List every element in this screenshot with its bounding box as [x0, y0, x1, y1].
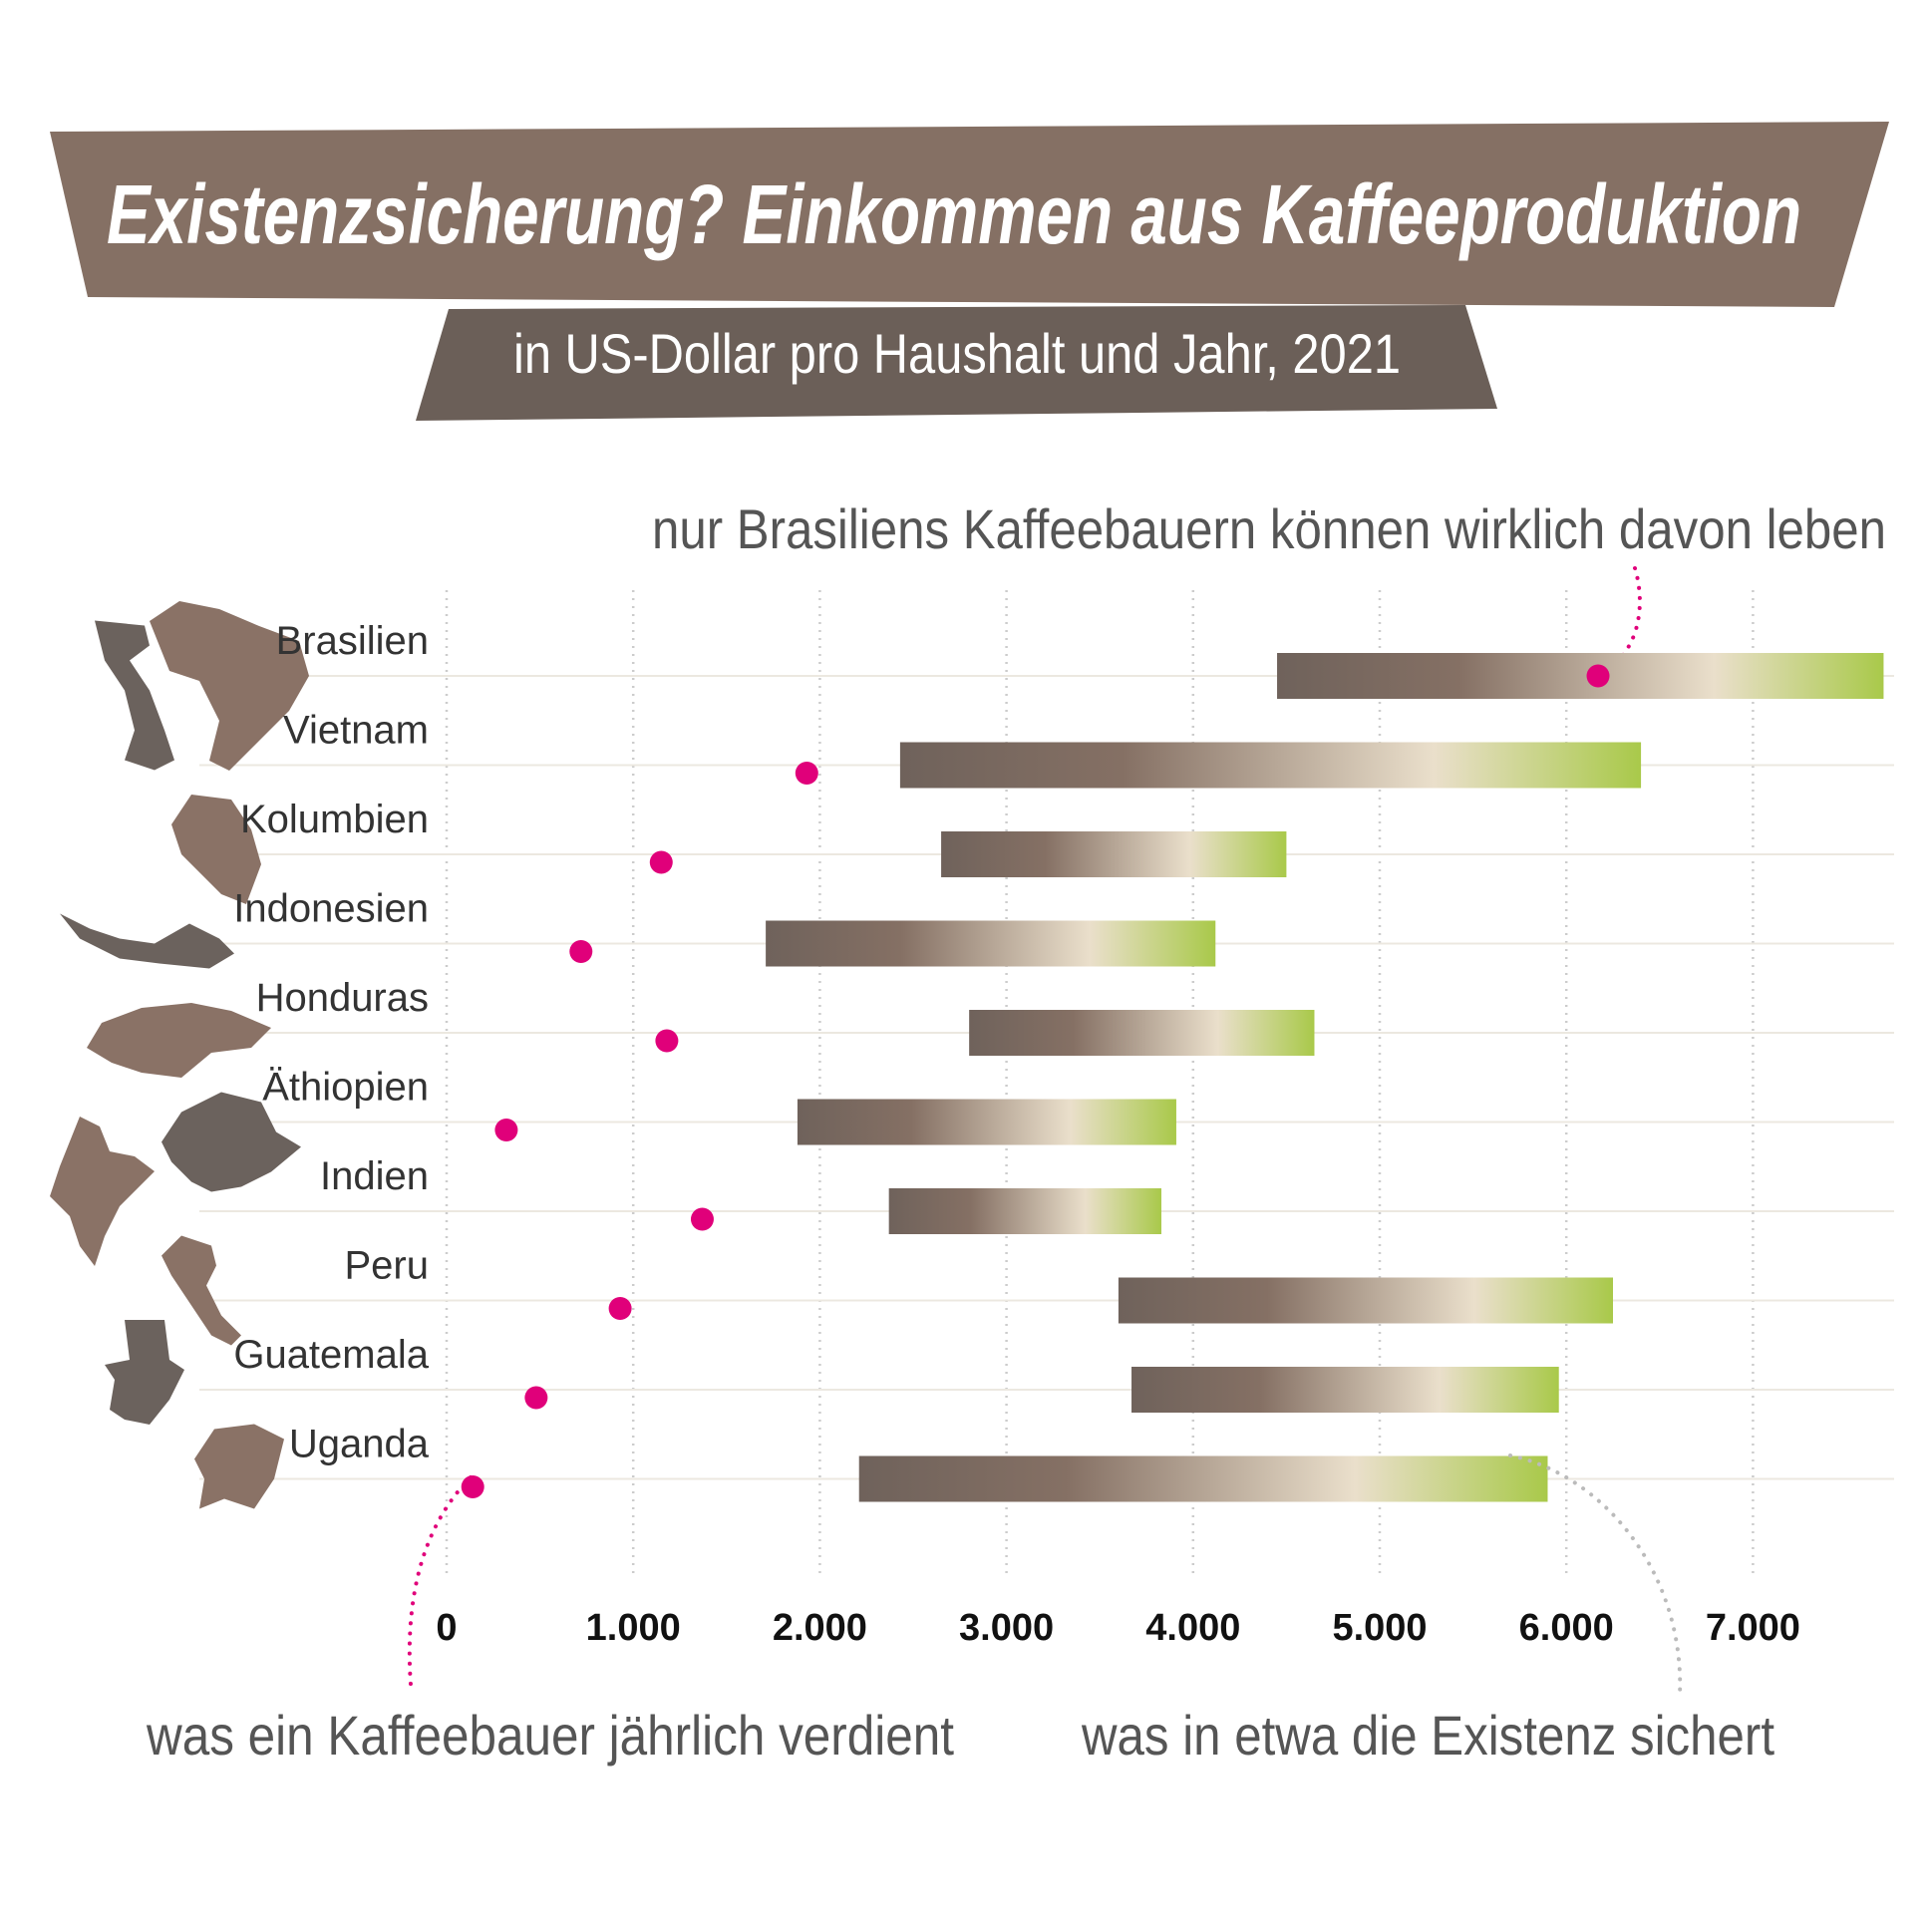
range-bar: [969, 1010, 1315, 1056]
income-dot: [608, 1297, 632, 1320]
country-label: Honduras: [256, 976, 429, 1020]
guatemala-map-icon: [105, 1320, 184, 1425]
income-dot: [1586, 664, 1610, 688]
range-bar: [1118, 1277, 1613, 1324]
brazil-map-icon: [150, 601, 309, 771]
range-bar: [899, 742, 1642, 789]
country-label: Guatemala: [233, 1333, 429, 1377]
x-tick-label: 1.000: [586, 1607, 681, 1649]
indonesia-map-icon: [60, 913, 234, 969]
range-bar: [1277, 653, 1884, 699]
india-map-icon: [50, 1117, 155, 1266]
income-dot: [690, 1207, 714, 1231]
chart-subtitle: in US-Dollar pro Haushalt und Jahr, 2021: [513, 322, 1401, 385]
income-dot: [569, 940, 593, 963]
subtitle-banner-shape: [416, 305, 1497, 421]
x-tick-label: 7.000: [1706, 1607, 1800, 1649]
range-bar: [941, 831, 1287, 877]
dot-legend-connector: [407, 1475, 473, 1687]
income-dot: [524, 1386, 548, 1410]
country-label: Uganda: [289, 1423, 430, 1466]
colombia-map-icon: [171, 795, 261, 904]
range-bar: [888, 1188, 1161, 1234]
range-bar: [797, 1099, 1176, 1145]
range-bar: [858, 1455, 1548, 1502]
honduras-map-icon: [87, 1003, 271, 1078]
row-guide-lines: [199, 675, 1894, 1480]
country-label: Kolumbien: [240, 798, 429, 841]
country-label: Indien: [320, 1154, 429, 1198]
subtitle-banner: in US-Dollar pro Haushalt und Jahr, 2021: [416, 305, 1497, 421]
x-axis-tick-labels: 0 1.000 2.000 3.000 4.000 5.000 6.000 7.000: [436, 1607, 1800, 1649]
bar-legend-label: was in etwa die Existenz sichert: [1081, 1704, 1774, 1767]
x-tick-label: 3.000: [959, 1607, 1054, 1649]
x-tick-label: 0: [436, 1607, 457, 1649]
grid-lines: [445, 590, 1755, 1575]
annotation-brazil: nur Brasiliens Kaffeebauern können wirkl…: [652, 497, 1886, 560]
income-dots: [461, 664, 1610, 1498]
range-bars: [766, 653, 1884, 1502]
title-banner: Existenzsicherung? Einkommen aus Kaffeep…: [50, 122, 1889, 307]
ethiopia-map-icon: [161, 1092, 301, 1192]
chart-title: Existenzsicherung? Einkommen aus Kaffeep…: [107, 167, 1801, 261]
income-dot: [494, 1119, 518, 1141]
x-tick-label: 6.000: [1519, 1607, 1614, 1649]
income-dot: [655, 1029, 679, 1053]
x-tick-label: 5.000: [1332, 1607, 1427, 1649]
x-tick-label: 4.000: [1145, 1607, 1240, 1649]
range-bar: [1131, 1367, 1559, 1413]
country-maps: [50, 601, 309, 1509]
country-label: Äthiopien: [262, 1066, 429, 1110]
income-dot: [795, 762, 818, 785]
range-bar: [766, 920, 1216, 967]
peru-map-icon: [161, 1235, 241, 1346]
country-label: Peru: [345, 1244, 430, 1288]
vietnam-map-icon: [95, 620, 174, 771]
x-tick-label: 2.000: [773, 1607, 867, 1649]
dot-legend-label: was ein Kaffeebauer jährlich verdient: [146, 1704, 954, 1767]
country-labels: Brasilien Vietnam Kolumbien Indonesien Hondu…: [233, 619, 429, 1466]
country-label: Vietnam: [283, 709, 429, 753]
country-label: Brasilien: [276, 619, 429, 663]
bar-legend-connector: [1508, 1453, 1683, 1697]
uganda-map-icon: [194, 1424, 284, 1509]
title-banner-shape: [50, 122, 1889, 307]
income-dot: [461, 1475, 484, 1498]
country-label: Indonesien: [233, 887, 429, 931]
income-dot: [649, 850, 673, 874]
